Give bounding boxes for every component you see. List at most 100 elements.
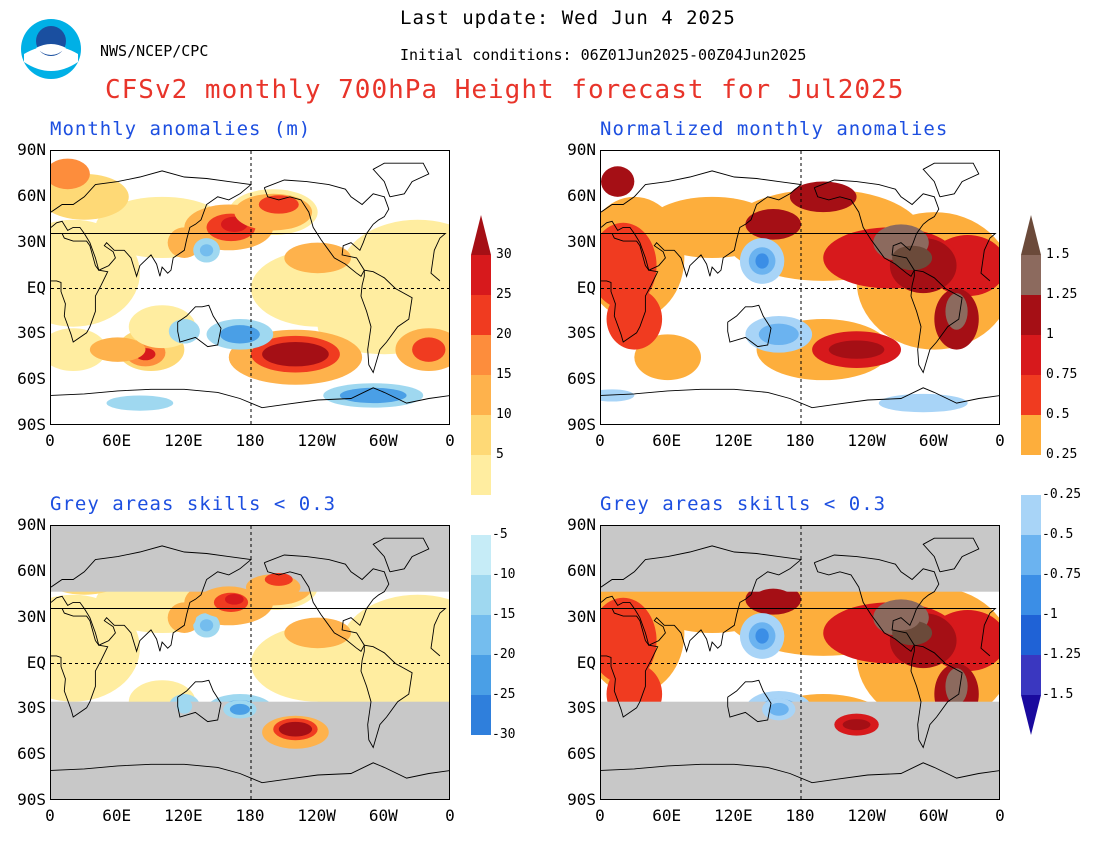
lon-label: 0 [445, 431, 455, 450]
anomaly-shading [755, 253, 769, 269]
coastline [51, 608, 447, 657]
anomaly-shading [945, 293, 968, 330]
lon-label: 0 [45, 431, 55, 450]
anomaly-shading [601, 222, 657, 309]
anomaly-shading [284, 617, 351, 649]
colorbar-swatch [1021, 295, 1041, 335]
anomaly-shading [258, 195, 299, 214]
panel-title-normalized: Normalized monthly anomalies [600, 118, 949, 140]
lon-label: 120W [847, 806, 886, 825]
colorbar-arrow-bottom [1021, 695, 1041, 735]
coastline [813, 554, 940, 652]
initial-conditions: Initial conditions: 06Z01Jun2025-00Z04Ju… [400, 46, 807, 64]
colorbar-label: -20 [492, 647, 516, 662]
colorbar-label: 25 [496, 287, 512, 302]
anomaly-shading [225, 593, 244, 605]
lon-label: 180 [785, 431, 815, 450]
anomaly-shading [645, 196, 779, 258]
anomaly-shading [878, 393, 968, 413]
colorbar-normalized: 1.5 1.25 1 0.75 0.5 0.25 -0.25 -0.5 -0.75 -1 -1.25… [1018, 215, 1098, 735]
lon-label: 120E [714, 431, 753, 450]
coastline [177, 679, 222, 723]
colorbar-label: 20 [496, 327, 512, 342]
colorbar-swatch [471, 655, 491, 695]
colorbar-label: -10 [492, 567, 516, 582]
map-normalized-skill-masked [600, 525, 1000, 800]
coastline [922, 537, 980, 573]
coastline [601, 608, 997, 657]
lat-label: 60N [567, 185, 596, 205]
lon-label: 120E [164, 431, 203, 450]
colorbar-label: -15 [492, 607, 516, 622]
colorbar-label: -1 [1042, 607, 1058, 622]
anomaly-shading [167, 227, 201, 258]
lat-label: 60S [17, 744, 46, 764]
lat-label: 60S [567, 744, 596, 764]
lat-label: 90N [567, 140, 596, 159]
lon-label: 60E [102, 431, 132, 450]
anomaly-shading [172, 606, 196, 629]
anomaly-shading [51, 158, 90, 190]
lat-label: 30N [567, 606, 596, 626]
coastline [51, 233, 447, 282]
lat-label: 30N [17, 231, 46, 251]
lat-label: EQ [26, 277, 46, 297]
coastline [51, 762, 449, 784]
lat-label: 60N [17, 560, 46, 580]
anomaly-shading [278, 721, 313, 737]
agency-label: NWS/NCEP/CPC [100, 42, 209, 60]
colorbar-label: -0.75 [1042, 567, 1082, 582]
colorbar-label: -0.5 [1042, 527, 1074, 542]
anomaly-shading [284, 242, 351, 274]
anomaly-shading [892, 245, 933, 271]
colorbar-swatch [1021, 375, 1041, 415]
lat-label: 30S [17, 698, 46, 718]
anomaly-shading [229, 703, 250, 715]
map-canvas [51, 151, 449, 424]
colorbar-label: 10 [496, 407, 512, 422]
coastline [601, 233, 997, 282]
colorbar-label: 1.5 [1046, 247, 1070, 262]
anomaly-shading [601, 166, 635, 197]
colorbar-label: 1.25 [1046, 287, 1078, 302]
anomaly-shading [606, 288, 663, 350]
coastline [601, 387, 999, 409]
colorbar-swatch [471, 615, 491, 655]
skill-mask [601, 526, 999, 592]
colorbar-swatch [1021, 495, 1041, 535]
map-monthly-anomalies [50, 150, 450, 425]
colorbar-swatch [1021, 255, 1041, 295]
lon-label: 180 [235, 431, 265, 450]
anomaly-shading [219, 325, 260, 344]
coastline [263, 554, 390, 652]
colorbar-arrow-top [471, 215, 491, 255]
map-canvas [601, 151, 999, 424]
last-update: Last update: Wed Jun 4 2025 [400, 7, 736, 29]
colorbar-swatch [1021, 655, 1041, 695]
anomaly-shading [51, 328, 107, 371]
panel-title-skill-anom: Grey areas skills < 0.3 [50, 493, 337, 515]
map-canvas [51, 526, 449, 799]
coastline [372, 162, 430, 198]
colorbar-swatch [471, 575, 491, 615]
lat-label: 90S [17, 790, 46, 809]
colorbar-label: -0.25 [1042, 487, 1082, 502]
colorbar-label: 0.25 [1046, 447, 1078, 462]
anomaly-shading [264, 573, 293, 586]
coastline [177, 304, 222, 348]
lon-label: 60E [652, 431, 682, 450]
colorbar-swatch [1021, 575, 1041, 615]
skill-mask [51, 701, 449, 799]
colorbar-swatch [1021, 535, 1041, 575]
lon-label: 60E [102, 806, 132, 825]
lat-label: EQ [26, 652, 46, 672]
lon-label: 0 [995, 431, 1005, 450]
anomaly-shading [106, 395, 174, 411]
coastline [601, 170, 803, 278]
anomaly-shading [199, 619, 214, 632]
coastline [51, 608, 109, 718]
lat-label: 30N [17, 606, 46, 626]
lon-label: 60W [918, 806, 948, 825]
lon-label: 60W [918, 431, 948, 450]
lat-label: 90N [567, 515, 596, 534]
